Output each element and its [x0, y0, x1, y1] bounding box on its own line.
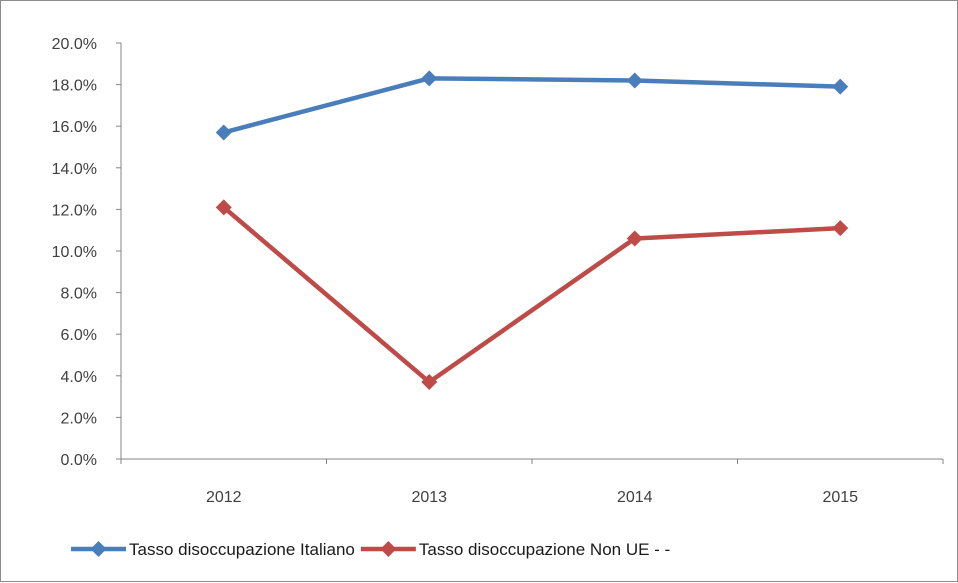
legend: Tasso disoccupazione Italiano Tasso disoc…: [71, 540, 670, 559]
legend-item-2: Tasso disoccupazione Non UE - -: [360, 540, 670, 559]
y-tick-label: 8.0%: [61, 286, 97, 303]
legend-item-1: Tasso disoccupazione Italiano: [71, 540, 355, 559]
series-1: [215, 70, 849, 141]
x-axis-ticks: 2012 2013 2014 2015: [120, 459, 944, 506]
y-tick-label: 0.0%: [61, 452, 97, 469]
series-2: [215, 199, 849, 391]
y-tick-label: 4.0%: [61, 369, 97, 386]
axes: [120, 43, 943, 460]
x-tick-label: 2015: [822, 489, 858, 506]
data-point: [421, 374, 438, 391]
data-point: [832, 78, 849, 95]
data-point: [626, 230, 643, 247]
legend-marker: [380, 541, 397, 557]
y-tick-label: 2.0%: [61, 410, 97, 427]
y-axis-ticks: 0.0% 2.0% 4.0% 6.0% 8.0% 10.0% 12.0% 14.0% 16.0%…: [52, 36, 121, 469]
y-tick-label: 18.0%: [52, 78, 97, 95]
y-tick-label: 10.0%: [52, 244, 97, 261]
legend-label: Tasso disoccupazione Italiano: [129, 540, 355, 559]
series-group: [215, 70, 849, 391]
x-tick-label: 2012: [206, 489, 242, 506]
y-tick-label: 6.0%: [61, 327, 97, 344]
y-tick-label: 14.0%: [52, 161, 97, 178]
y-tick-label: 12.0%: [52, 202, 97, 219]
data-point: [215, 124, 232, 141]
y-tick-label: 16.0%: [52, 119, 97, 136]
data-point: [215, 199, 232, 216]
series-line: [222, 205, 841, 385]
legend-label: Tasso disoccupazione Non UE - -: [419, 540, 670, 559]
data-point: [832, 220, 849, 237]
series-line: [223, 76, 841, 135]
data-point: [626, 72, 643, 89]
x-tick-label: 2013: [411, 489, 447, 506]
x-tick-label: 2014: [617, 489, 653, 506]
data-point: [421, 70, 438, 87]
y-tick-label: 20.0%: [52, 36, 97, 53]
legend-marker: [90, 541, 107, 557]
